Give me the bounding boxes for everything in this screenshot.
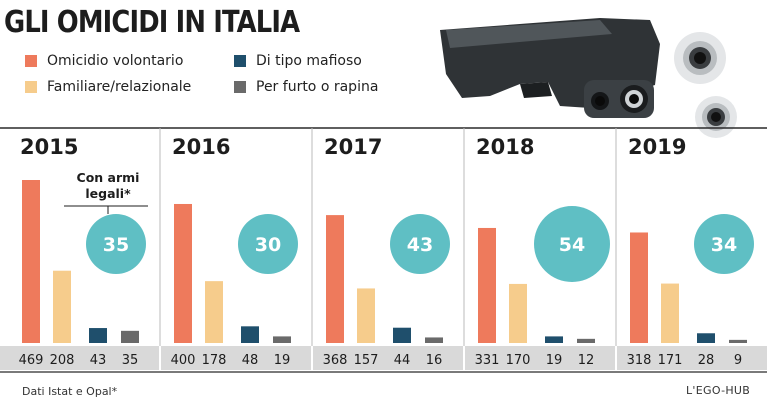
value-label-2018-4: 12	[578, 353, 595, 368]
bar-2017-3	[393, 327, 411, 343]
year-label: 2016	[172, 135, 230, 159]
bar-2016-3	[241, 326, 259, 343]
bar-2016-1	[174, 203, 192, 343]
legend-swatch	[234, 55, 246, 67]
armi-legali-circle	[238, 214, 298, 274]
year-label: 2015	[20, 135, 78, 159]
value-label-2017-3: 44	[394, 353, 411, 368]
armi-legali-value: 43	[407, 234, 433, 256]
bar-2019-1	[630, 232, 648, 343]
year-label: 2017	[324, 135, 382, 159]
value-label-2016-3: 48	[242, 353, 259, 368]
legend-label: Omicidio volontario	[47, 53, 184, 69]
value-label-2018-1: 331	[475, 353, 500, 368]
bar-2017-4	[425, 337, 443, 343]
value-label-2016-4: 19	[274, 353, 291, 368]
value-label-2015-1: 469	[19, 353, 44, 368]
source-note: Dati Istat e Opal*	[22, 385, 118, 398]
bar-2015-3	[89, 328, 107, 343]
brand-label: L'EGO-HUB	[686, 384, 751, 397]
bar-2018-1	[478, 227, 496, 343]
value-label-2015-2: 208	[50, 353, 75, 368]
bar-2017-2	[357, 288, 375, 343]
bar-2019-2	[661, 283, 679, 343]
armi-legali-circle	[534, 206, 610, 282]
value-label-2015-3: 43	[90, 353, 107, 368]
gun-icon	[440, 18, 660, 118]
bar-2019-4	[729, 339, 747, 343]
legend-item-mafioso: Di tipo mafioso	[234, 53, 362, 69]
bar-2015-1	[22, 180, 40, 343]
chart-title: GLI OMICIDI IN ITALIA	[4, 5, 300, 40]
year-label: 2018	[476, 135, 534, 159]
value-label-2019-2: 171	[658, 353, 683, 368]
value-label-2016-1: 400	[171, 353, 196, 368]
bar-2017-1	[326, 215, 344, 343]
bar-2016-4	[273, 336, 291, 343]
legend-label: Familiare/relazionale	[47, 79, 192, 95]
armi-legali-value: 34	[711, 234, 737, 256]
legend-item-omicidio-volontario: Omicidio volontario	[25, 53, 183, 69]
value-strip	[0, 346, 767, 370]
legend-swatch	[25, 55, 37, 67]
armi-legali-circle	[694, 214, 754, 274]
legend-item-furto: Per furto o rapina	[234, 79, 378, 95]
chart-panels: 2015 35 2016 30 2017 43 2018 54 2019 34 Con armile…	[0, 127, 767, 373]
bar-2019-3	[697, 333, 715, 343]
bar-2018-2	[509, 283, 527, 343]
armi-legali-value: 30	[255, 234, 281, 256]
bar-2015-2	[53, 270, 71, 343]
value-label-2018-2: 170	[506, 353, 531, 368]
bullet-hole-icon	[695, 96, 737, 138]
bar-2018-3	[545, 336, 563, 343]
value-label-2019-3: 28	[698, 353, 715, 368]
legend-swatch	[234, 81, 246, 93]
bar-2016-2	[205, 281, 223, 343]
value-label-2019-1: 318	[627, 353, 652, 368]
value-label-2017-4: 16	[426, 353, 443, 368]
armi-legali-value: 35	[103, 234, 129, 256]
bullet-hole-icon	[674, 32, 726, 84]
armi-legali-circle	[86, 214, 146, 274]
value-label-2017-2: 157	[354, 353, 379, 368]
value-label-2018-3: 19	[546, 353, 563, 368]
bar-2018-4	[577, 338, 595, 343]
value-label-2015-4: 35	[122, 353, 139, 368]
legend-label: Per furto o rapina	[256, 79, 379, 95]
legend: Omicidio volontario Familiare/relazional…	[0, 0, 767, 110]
armi-legali-circle	[390, 214, 450, 274]
annotation-line-2: legali*	[85, 186, 131, 201]
value-label-2016-2: 178	[202, 353, 227, 368]
year-label: 2019	[628, 135, 686, 159]
legend-swatch	[25, 81, 37, 93]
legend-label: Di tipo mafioso	[256, 53, 362, 69]
value-label-2019-4: 9	[734, 353, 742, 368]
legend-item-familiare: Familiare/relazionale	[25, 79, 191, 95]
armi-legali-value: 54	[559, 234, 585, 256]
bar-2015-4	[121, 330, 139, 343]
annotation-line-1: Con armi	[77, 170, 140, 185]
value-label-2017-1: 368	[323, 353, 348, 368]
